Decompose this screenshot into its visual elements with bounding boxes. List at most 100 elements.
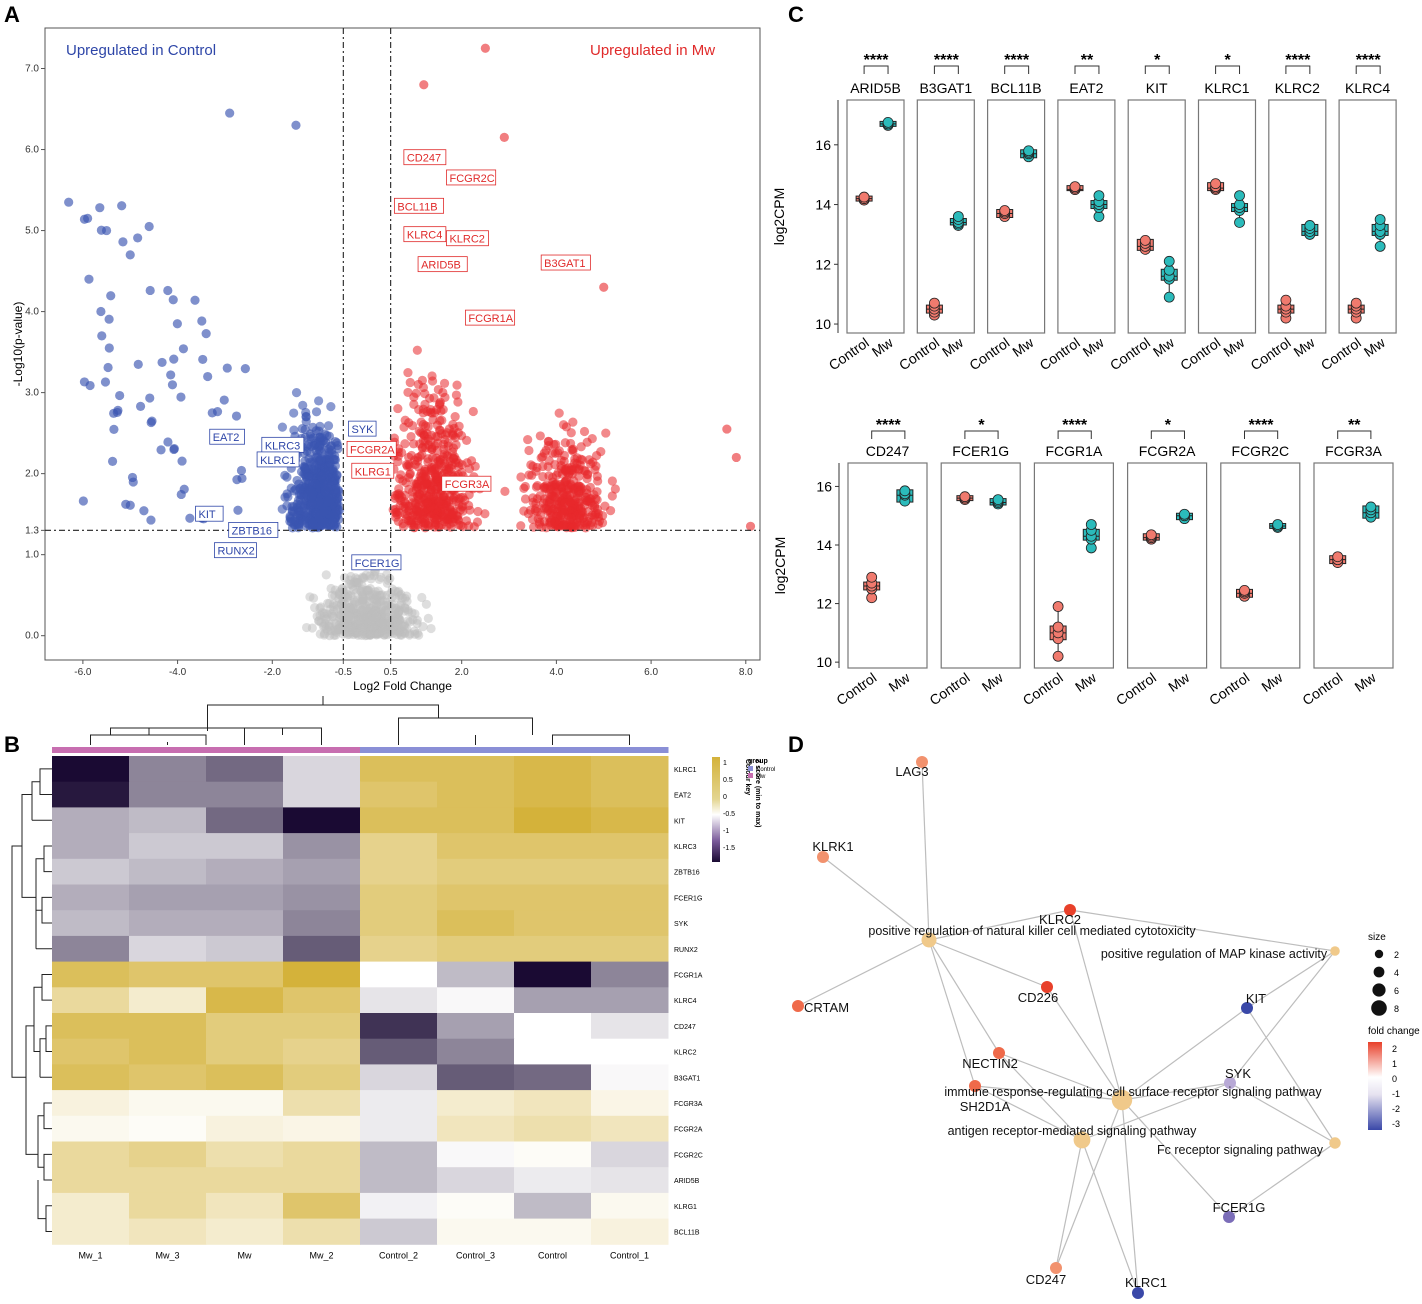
volcano-point	[731, 452, 741, 463]
volcano-point	[551, 439, 561, 449]
heatmap-group-bar	[437, 747, 515, 753]
volcano-point	[314, 513, 324, 524]
volcano-gene-label-box	[441, 475, 492, 492]
volcano-point	[300, 424, 310, 435]
heatmap-column-label: Mw_1	[78, 1250, 102, 1260]
boxplot-facet-frame	[1057, 99, 1116, 334]
volcano-point	[423, 613, 433, 623]
heatmap-cell	[360, 1141, 438, 1168]
heatmap-cell	[514, 1090, 592, 1117]
heatmap-cell	[437, 1167, 515, 1194]
volcano-point	[524, 445, 534, 456]
heatmap-cell	[129, 935, 207, 963]
volcano-point	[464, 521, 474, 531]
dendrogram-branch	[11, 845, 26, 1078]
boxplot-x-label: Control	[1299, 669, 1345, 708]
heatmap-group-bar	[591, 747, 669, 753]
network-gene-node	[817, 851, 829, 863]
heatmap-row-label: FCGR2A	[674, 1127, 703, 1134]
volcano-point	[390, 586, 400, 596]
heatmap-cell	[52, 1141, 130, 1168]
size-legend-dot	[1371, 1000, 1387, 1016]
panel-label-a: A	[4, 2, 20, 27]
boxplot-point	[952, 211, 964, 222]
volcano-xtick-label: 2.0	[455, 667, 469, 678]
volcano-point	[393, 457, 403, 467]
boxplot-point	[1093, 190, 1105, 201]
volcano-point	[366, 574, 376, 584]
volcano-x-axis-label: Log2 Fold Change	[353, 679, 452, 693]
heatmap-row-label: KLRC4	[674, 998, 697, 1005]
volcano-point	[536, 453, 546, 463]
fc-legend-tick: 2	[1392, 1044, 1397, 1054]
volcano-gene-label: KLRC2	[449, 234, 484, 246]
network-gene-node	[1064, 904, 1076, 916]
network-edge	[928, 939, 1048, 988]
volcano-point	[391, 603, 401, 613]
volcano-point	[519, 506, 529, 516]
volcano-point	[310, 603, 320, 613]
boxplot-facet-frame	[1126, 462, 1208, 669]
volcano-gene-label: RUNX2	[217, 546, 254, 558]
volcano-point	[301, 622, 312, 633]
boxplot-x-label: Mw	[1150, 334, 1178, 360]
boxplot-point	[858, 191, 870, 203]
network-term-label: Fc receptor signaling pathway	[1157, 1143, 1324, 1157]
volcano-point	[405, 377, 415, 388]
volcano-point	[468, 406, 478, 417]
boxplot-point	[959, 491, 971, 503]
volcano-point	[422, 498, 432, 508]
boxplot-ytick-label: 16	[815, 137, 831, 153]
volcano-point	[156, 445, 166, 455]
boxplot-significance-bracket	[964, 430, 999, 439]
boxplot-significance-bracket	[1215, 65, 1241, 74]
volcano-point	[473, 506, 483, 517]
volcano-point	[449, 452, 460, 462]
volcano-point	[528, 461, 538, 471]
boxplot-point	[1139, 234, 1151, 246]
volcano-point	[560, 505, 570, 516]
heatmap-cell	[283, 807, 361, 834]
group-legend-label: Control	[756, 767, 775, 773]
boxplot-facet-frame	[1338, 99, 1397, 334]
volcano-point	[212, 407, 223, 417]
heatmap-cell	[129, 1064, 207, 1091]
volcano-point	[433, 384, 443, 395]
heatmap-column-label: Mw_3	[155, 1250, 179, 1260]
volcano-point	[282, 472, 292, 482]
volcano-point	[453, 397, 463, 407]
heatmap-cell	[52, 1038, 130, 1065]
volcano-gene-label-box	[228, 522, 279, 538]
boxplot-x-label: Control	[1020, 669, 1066, 708]
boxplot-x-label: Mw	[886, 669, 914, 695]
heatmap-cell	[591, 935, 669, 963]
volcano-point	[291, 388, 302, 398]
volcano-point	[572, 453, 582, 463]
volcano-point	[448, 428, 458, 438]
boxplot-significance-stars: **	[1348, 417, 1361, 434]
volcano-point	[457, 467, 467, 477]
volcano-point	[377, 618, 387, 628]
volcano-point	[440, 434, 450, 445]
volcano-point	[568, 446, 578, 456]
volcano-point	[391, 617, 401, 627]
heatmap-cell	[206, 781, 284, 808]
heatmap-cell	[437, 833, 515, 860]
boxplot-significance-bracket	[1285, 65, 1311, 74]
size-legend-dot	[1373, 966, 1385, 978]
volcano-point	[583, 470, 593, 480]
network-gene-node	[792, 1000, 804, 1012]
volcano-label-upregulated-control: Upregulated in Control	[66, 42, 216, 59]
volcano-ytick-label: 5.0	[25, 226, 39, 237]
volcano-point	[307, 499, 317, 509]
boxplot-point	[882, 117, 894, 128]
network-gene-label: KLRC1	[1125, 1275, 1167, 1290]
boxplot-significance-bracket	[1355, 65, 1381, 74]
boxplot-point	[866, 571, 878, 583]
volcano-point	[400, 497, 410, 507]
boxplot-point	[1234, 217, 1245, 228]
heatmap-cell	[52, 1167, 130, 1194]
boxplot-point	[1163, 291, 1175, 303]
volcano-point	[547, 448, 557, 458]
volcano-point	[403, 387, 413, 398]
